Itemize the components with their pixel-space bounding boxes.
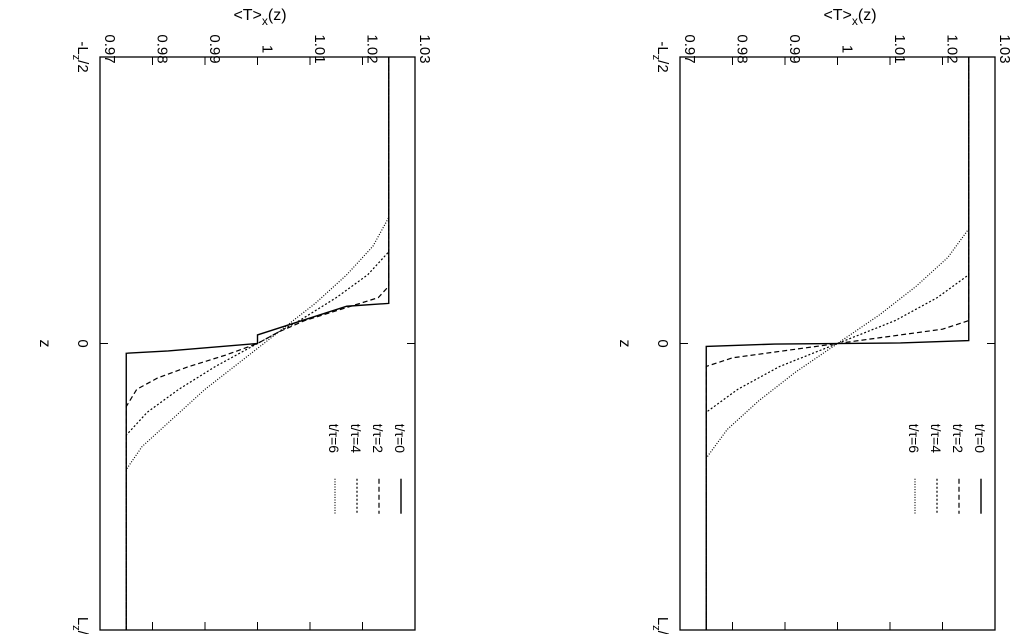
y-tick-label: 0.99 (786, 34, 803, 63)
legend-label: t/τ=0 (972, 424, 988, 453)
right-chart-panel: 0.97 0.98 0.99 1 1.01 1.02 1.03 -Lz/2 0 Lz/2 z <T>x… (616, 7, 1013, 634)
legend-label: t/τ=4 (348, 424, 364, 453)
legend-label: t/τ=2 (950, 424, 966, 453)
legend-label: t/τ=6 (906, 424, 922, 453)
y-tick-label: 1 (259, 45, 276, 53)
series-line-2 (125, 57, 390, 630)
y-tick-label: 1.01 (891, 34, 908, 63)
y-tick-label: 1.02 (364, 34, 381, 63)
legend-label: t/τ=0 (392, 424, 408, 453)
series-line-1 (125, 57, 390, 630)
x-tick-label: Lz/2 (650, 617, 671, 634)
legend-label: t/τ=6 (326, 424, 342, 453)
series-line-3 (705, 57, 970, 630)
legend-label: t/τ=4 (928, 424, 944, 453)
x-tick-label: -Lz/2 (70, 41, 91, 72)
x-axis-label: z (616, 340, 633, 348)
y-tick-label: 0.98 (154, 34, 171, 63)
y-tick-label: 1.01 (311, 34, 328, 63)
series-line-1 (705, 57, 970, 630)
y-tick-label: 0.97 (101, 34, 118, 63)
series-line-0 (705, 57, 970, 630)
y-tick-label: 0.99 (206, 34, 223, 63)
x-tick-label: Lz/2 (70, 617, 91, 634)
x-tick-label: -Lz/2 (650, 41, 671, 72)
x-axis-label: z (36, 340, 53, 348)
y-tick-label: 1.02 (944, 34, 961, 63)
y-tick-label: 1.03 (416, 34, 433, 63)
y-tick-label: 1 (839, 45, 856, 53)
y-tick-label: 1.03 (996, 34, 1013, 63)
series-line-3 (125, 57, 390, 630)
left-chart-panel: 0.97 0.98 0.99 1 1.01 1.02 1.03 -Lz/2 0 Lz/2 z <T>x… (36, 7, 433, 634)
x-tick-label: 0 (654, 339, 671, 347)
x-tick-label: 0 (74, 339, 91, 347)
y-tick-label: 0.98 (734, 34, 751, 63)
y-axis-label: <T>x(z) (233, 7, 286, 28)
y-tick-label: 0.97 (681, 34, 698, 63)
y-axis-label: <T>x(z) (823, 7, 876, 28)
legend-label: t/τ=2 (370, 424, 386, 453)
